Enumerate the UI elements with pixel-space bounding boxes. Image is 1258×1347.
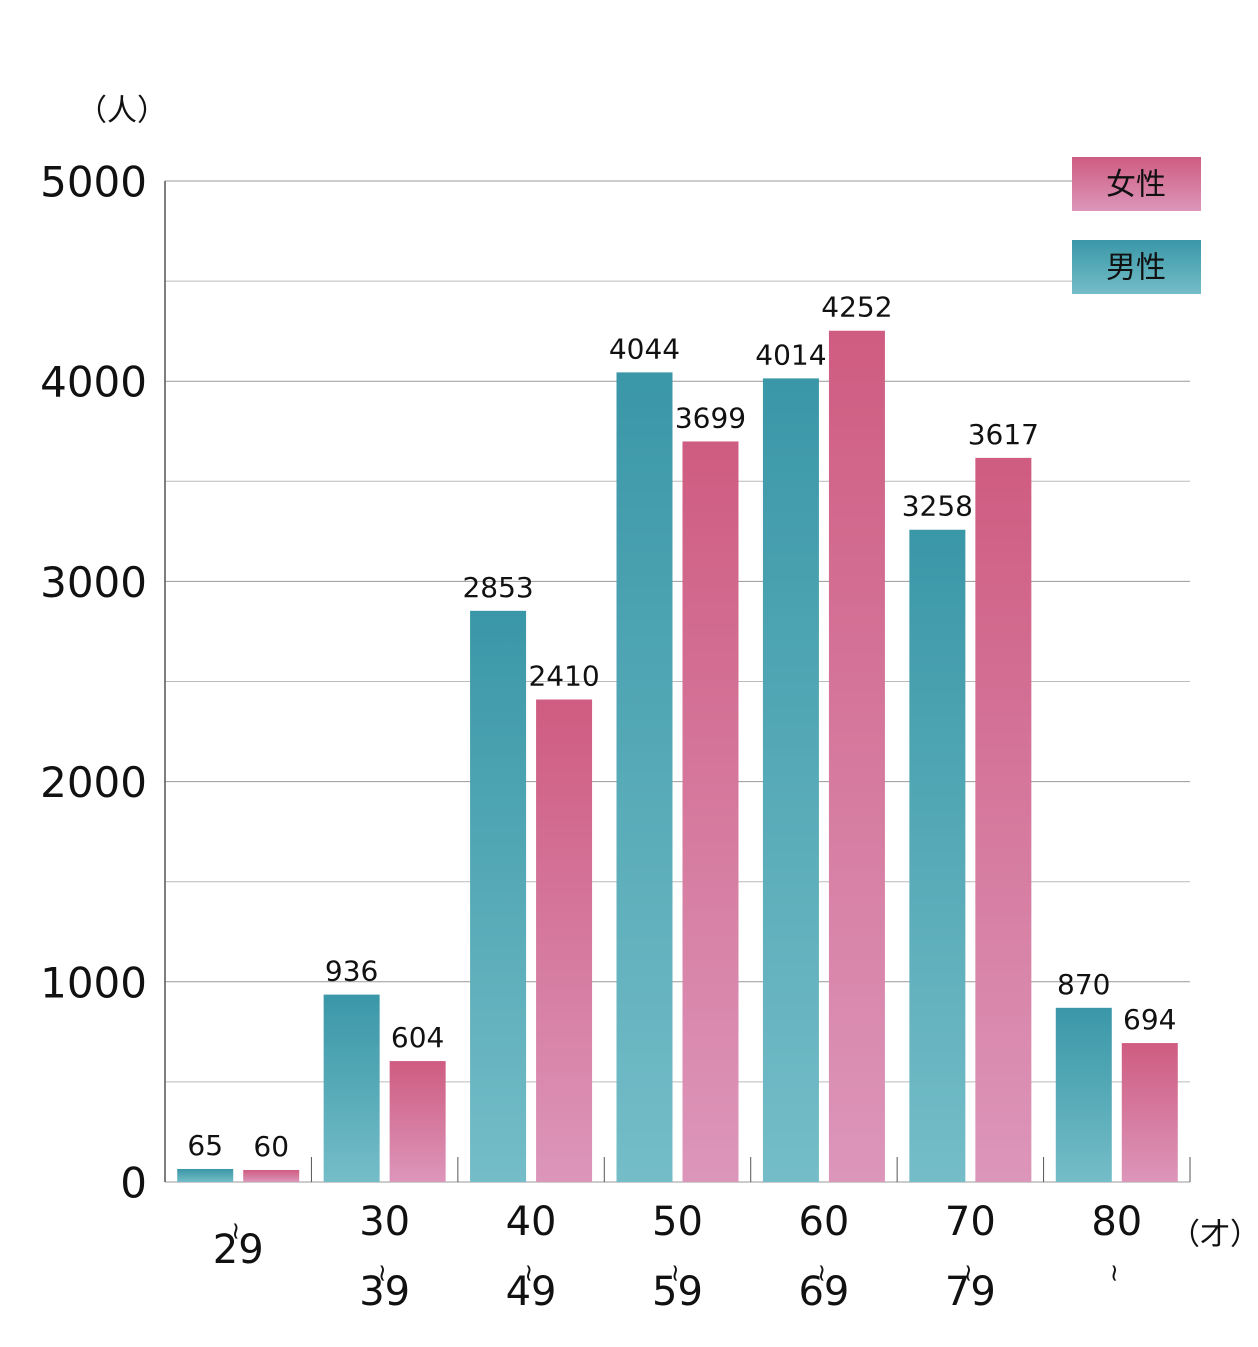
value-label: 2853 bbox=[462, 571, 533, 604]
value-label: 2410 bbox=[528, 660, 599, 693]
bar bbox=[762, 378, 819, 1182]
legend-label: 女性 bbox=[1106, 168, 1166, 203]
x-tick-label: 60 ~69 bbox=[798, 1199, 849, 1315]
bar bbox=[243, 1169, 300, 1182]
bar bbox=[470, 610, 527, 1182]
y-unit: （人） bbox=[77, 94, 167, 129]
x-tick-label: 50 ~59 bbox=[652, 1199, 703, 1315]
x-tick-label: 70 ~79 bbox=[945, 1199, 996, 1315]
legend-swatch bbox=[1072, 157, 1201, 211]
value-label: 3258 bbox=[902, 490, 973, 523]
value-label: 3699 bbox=[675, 401, 746, 434]
value-label: 694 bbox=[1123, 1003, 1176, 1036]
bar bbox=[909, 529, 966, 1182]
bar bbox=[616, 372, 673, 1182]
value-label: 60 bbox=[253, 1130, 289, 1163]
bar bbox=[1055, 1007, 1112, 1182]
y-tick-label: 5000 bbox=[40, 158, 147, 207]
x-tick-label: ~29 bbox=[213, 1221, 264, 1273]
y-tick-label: 2000 bbox=[40, 758, 147, 807]
bar bbox=[828, 330, 885, 1182]
y-tick-label: 1000 bbox=[40, 958, 147, 1007]
bar bbox=[536, 699, 593, 1182]
value-label: 4014 bbox=[755, 338, 826, 371]
bar bbox=[389, 1061, 446, 1182]
y-tick-label: 3000 bbox=[40, 558, 147, 607]
x-tick-label: 80 ~ bbox=[1091, 1199, 1142, 1283]
bar bbox=[975, 457, 1032, 1182]
x-tick-label: 40 ~49 bbox=[506, 1199, 557, 1315]
x-unit: （才） bbox=[1170, 1218, 1258, 1253]
bar bbox=[323, 994, 380, 1182]
value-label: 3617 bbox=[968, 418, 1039, 451]
value-label: 4044 bbox=[609, 332, 680, 365]
value-label: 870 bbox=[1057, 968, 1110, 1001]
bar bbox=[177, 1168, 234, 1182]
y-tick-label: 0 bbox=[120, 1159, 147, 1208]
value-label: 65 bbox=[187, 1129, 223, 1162]
bar bbox=[1121, 1043, 1178, 1182]
y-tick-label: 4000 bbox=[40, 358, 147, 407]
bar bbox=[682, 441, 739, 1182]
legend-swatch bbox=[1072, 240, 1201, 294]
x-tick-label: 30 ~39 bbox=[359, 1199, 410, 1315]
value-label: 604 bbox=[391, 1021, 444, 1054]
value-label: 936 bbox=[325, 955, 378, 988]
legend-label: 男性 bbox=[1106, 251, 1166, 286]
value-label: 4252 bbox=[821, 291, 892, 324]
